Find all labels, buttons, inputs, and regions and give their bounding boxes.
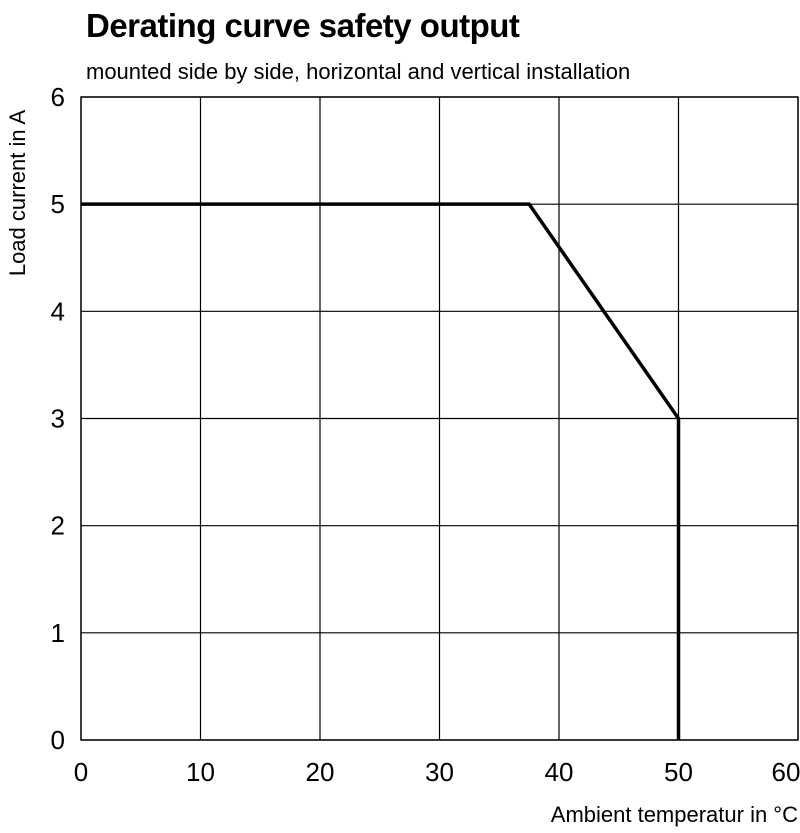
y-tick-label-6: 6: [51, 82, 65, 112]
derating-curve-line: [81, 202, 681, 740]
y-tick-label-1: 1: [51, 618, 65, 648]
x-tick-label-10: 10: [186, 757, 215, 787]
y-tick-label-4: 4: [51, 296, 65, 326]
grid-lines: [80, 96, 799, 741]
x-tick-label-30: 30: [425, 757, 454, 787]
x-tick-label-40: 40: [545, 757, 574, 787]
plot-frame: [80, 96, 799, 741]
x-tick-label-60: 60: [772, 757, 800, 787]
plot-border: [80, 96, 799, 741]
x-tick-label-20: 20: [306, 757, 335, 787]
y-tick-label-0: 0: [51, 725, 65, 755]
x-tick-label-0: 0: [74, 757, 88, 787]
y-tick-label-2: 2: [51, 511, 65, 541]
y-tick-labels: 0 1 2 3 4 5 6: [51, 82, 65, 755]
series-layer: [81, 202, 681, 740]
x-tick-labels: 0 10 20 30 40 50 60: [74, 757, 800, 787]
y-tick-label-5: 5: [51, 189, 65, 219]
y-axis-label: Load current in A: [5, 110, 30, 277]
x-axis-label: Ambient temperatur in °C: [551, 802, 798, 827]
chart-subtitle: mounted side by side, horizontal and ver…: [86, 59, 631, 84]
x-tick-label-50: 50: [664, 757, 693, 787]
chart-title: Derating curve safety output: [86, 7, 520, 44]
y-tick-label-3: 3: [51, 404, 65, 434]
